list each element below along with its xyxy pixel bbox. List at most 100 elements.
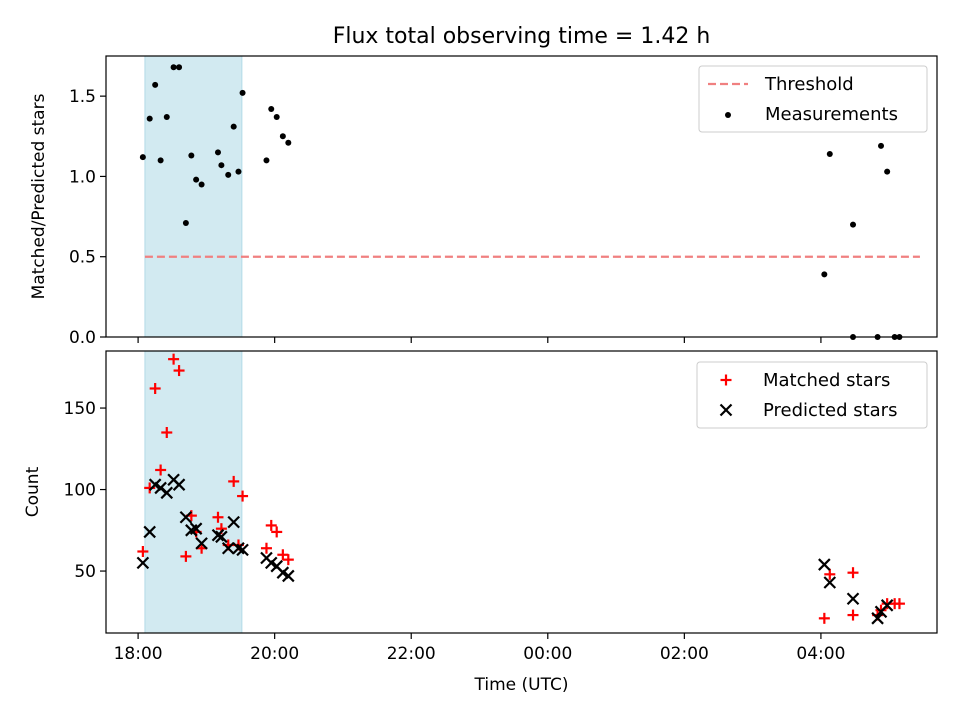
y-tick-label: 1.5 <box>69 87 96 107</box>
predicted-star-point <box>211 528 225 542</box>
x-tick-label: 04:00 <box>796 644 845 664</box>
matched-star-point <box>228 475 240 487</box>
x-tick-label: 20:00 <box>250 644 299 664</box>
legend-threshold-label: Threshold <box>764 74 854 95</box>
predicted-star-point <box>189 522 203 535</box>
matched-star-point <box>168 353 180 365</box>
count-points <box>136 353 905 625</box>
matched-star-point <box>818 612 830 624</box>
count-x-ticks: 18:00 20:00 22:00 00:00 02:00 04:00 <box>114 633 845 664</box>
measurement-point <box>279 133 286 140</box>
predicted-star-point <box>823 576 837 589</box>
matched-star-point <box>260 542 272 554</box>
matched-star-point <box>277 549 289 561</box>
y-tick-label: 100 <box>64 481 96 501</box>
legend-predicted-label: Predicted stars <box>763 400 897 421</box>
count-panel-frame <box>105 350 938 634</box>
measurement-point <box>268 105 275 112</box>
matched-star-point <box>282 554 294 566</box>
measurement-point <box>273 114 280 121</box>
y-tick-label: 1.0 <box>69 167 96 187</box>
measurement-point <box>850 221 857 228</box>
ratio-panel: 0.0 0.5 1.0 1.5 Matched/Predicted stars Thr… <box>29 55 938 348</box>
y-tick-label: 150 <box>64 399 96 419</box>
legend-predicted-swatch <box>719 403 733 417</box>
count-legend: Matched stars Predicted stars <box>696 361 928 429</box>
legend-plus-marker <box>720 374 732 386</box>
measurement-point <box>139 154 146 161</box>
matched-star-point <box>212 511 224 523</box>
matched-star-point <box>237 490 249 502</box>
ratio-x-ticks <box>137 337 822 343</box>
predicted-star-point <box>871 612 884 625</box>
matched-star-point <box>180 550 192 562</box>
predicted-star-point <box>195 537 208 550</box>
measurement-point <box>218 162 225 169</box>
matched-star-point <box>893 598 905 610</box>
measurement-point <box>225 171 232 178</box>
predicted-star-point <box>232 541 245 555</box>
legend-x-marker <box>719 403 733 417</box>
matched-star-point <box>265 519 277 531</box>
measurement-point <box>170 64 177 71</box>
count-y-ticks: 50 100 150 <box>64 399 106 582</box>
measurement-points <box>139 64 903 340</box>
ratio-panel-frame <box>105 55 938 338</box>
measurement-point <box>198 181 205 188</box>
measurement-point <box>884 168 891 175</box>
measurement-point <box>157 157 164 164</box>
y-tick-label: 0.0 <box>69 328 96 348</box>
observing-window-band <box>144 55 243 338</box>
predicted-star-point <box>172 478 186 491</box>
predicted-star-point <box>221 541 235 555</box>
count-y-axis-label: Count <box>23 466 43 517</box>
matched-star-point <box>155 464 167 476</box>
x-tick-label: 18:00 <box>114 644 163 664</box>
matched-star-point <box>149 382 161 394</box>
ratio-y-axis-label: Matched/Predicted stars <box>29 93 49 299</box>
x-tick-label: 00:00 <box>523 644 572 664</box>
measurement-point <box>821 271 828 278</box>
predicted-star-point <box>136 556 150 570</box>
measurement-point <box>193 176 200 183</box>
matched-star-point <box>137 545 149 557</box>
x-axis-label: Time (UTC) <box>474 675 569 695</box>
predicted-star-point <box>143 525 156 539</box>
measurement-point <box>878 142 885 149</box>
measurement-point <box>285 139 292 146</box>
predicted-star-point <box>236 543 249 557</box>
legend-matched-label: Matched stars <box>763 370 890 391</box>
matched-star-point <box>271 526 283 538</box>
matched-star-point <box>161 427 173 439</box>
ratio-y-ticks: 0.0 0.5 1.0 1.5 <box>69 87 106 348</box>
legend-measurements-swatch <box>725 112 731 118</box>
measurement-point <box>239 89 246 96</box>
ratio-legend: Threshold Measurements <box>698 65 928 133</box>
measurement-point <box>182 219 189 226</box>
measurement-point <box>214 149 221 156</box>
legend-measurements-label: Measurements <box>765 104 898 125</box>
measurement-point <box>146 115 153 122</box>
measurement-point <box>263 157 270 164</box>
ratio-legend-box <box>698 65 928 133</box>
x-tick-label: 02:00 <box>660 644 709 664</box>
matched-star-point <box>847 609 859 621</box>
matched-star-point <box>173 365 185 377</box>
matched-star-point <box>847 567 859 579</box>
count-legend-box <box>696 361 928 429</box>
observing-window-band <box>144 350 243 634</box>
predicted-star-point <box>160 486 174 500</box>
predicted-star-point <box>282 569 295 583</box>
measurement-point <box>235 168 242 175</box>
legend-matched-swatch <box>720 374 732 386</box>
measurement-point <box>152 81 159 88</box>
measurement-point <box>188 152 195 159</box>
predicted-star-point <box>846 592 860 606</box>
measurement-point <box>176 64 183 71</box>
measurement-point <box>826 150 833 157</box>
predicted-star-point <box>818 558 831 571</box>
measurement-point <box>230 123 237 130</box>
measurement-point <box>163 114 170 121</box>
